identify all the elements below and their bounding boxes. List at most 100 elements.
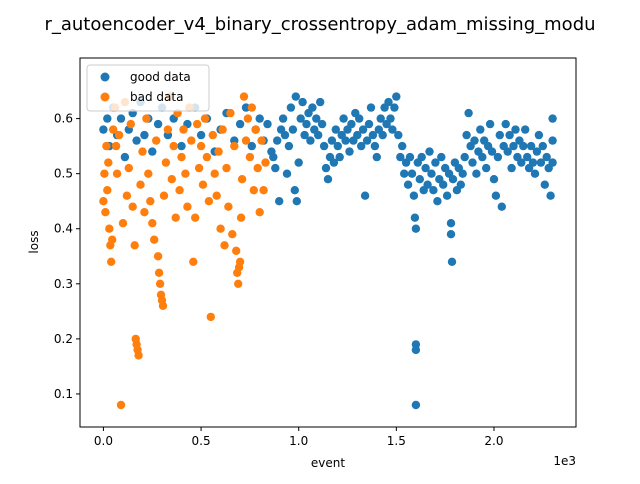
data-point bbox=[339, 114, 348, 123]
data-point bbox=[355, 114, 364, 123]
data-point bbox=[532, 147, 542, 156]
data-point bbox=[528, 158, 538, 167]
data-point bbox=[132, 136, 141, 145]
data-point bbox=[448, 175, 458, 184]
data-point bbox=[103, 186, 112, 195]
data-point bbox=[154, 268, 164, 277]
series-good-data bbox=[99, 92, 557, 410]
data-point bbox=[253, 163, 262, 173]
data-point bbox=[321, 163, 331, 173]
data-point bbox=[269, 152, 278, 162]
data-point bbox=[191, 213, 200, 222]
data-point bbox=[243, 114, 253, 123]
data-point bbox=[446, 219, 456, 228]
data-point bbox=[341, 136, 350, 145]
data-point bbox=[495, 130, 504, 140]
data-point bbox=[411, 224, 421, 233]
data-point bbox=[230, 141, 239, 151]
data-point bbox=[148, 147, 157, 156]
data-point bbox=[294, 158, 303, 167]
data-point bbox=[177, 152, 186, 162]
data-point bbox=[136, 180, 145, 189]
data-point bbox=[370, 141, 380, 151]
data-point bbox=[247, 141, 256, 151]
data-point bbox=[255, 114, 264, 123]
data-point bbox=[366, 103, 376, 112]
data-point bbox=[204, 197, 214, 206]
y-axis-label: loss bbox=[27, 230, 41, 253]
data-point bbox=[280, 130, 290, 140]
data-point bbox=[107, 257, 116, 266]
data-point bbox=[423, 180, 432, 189]
data-point bbox=[124, 163, 133, 173]
data-point bbox=[241, 103, 251, 112]
data-point bbox=[548, 136, 557, 145]
data-point bbox=[396, 152, 405, 162]
data-point bbox=[220, 241, 229, 250]
data-point bbox=[536, 158, 546, 167]
data-point bbox=[216, 224, 225, 233]
data-point bbox=[384, 97, 393, 107]
data-point bbox=[446, 230, 456, 239]
data-point bbox=[319, 141, 329, 151]
data-point bbox=[376, 114, 385, 123]
data-point bbox=[247, 103, 256, 112]
data-point bbox=[288, 125, 298, 134]
data-point bbox=[286, 103, 296, 112]
data-point bbox=[202, 152, 212, 162]
data-point bbox=[509, 141, 518, 151]
data-point bbox=[300, 130, 309, 140]
data-point bbox=[357, 141, 366, 151]
data-point bbox=[511, 125, 520, 134]
data-point bbox=[120, 152, 130, 162]
data-point bbox=[234, 279, 243, 288]
data-point bbox=[405, 152, 415, 162]
data-point bbox=[183, 202, 192, 211]
data-point bbox=[530, 169, 540, 178]
data-point bbox=[468, 158, 477, 167]
data-point bbox=[548, 158, 557, 167]
data-point bbox=[411, 400, 421, 410]
data-point bbox=[155, 279, 165, 288]
data-point bbox=[245, 152, 255, 162]
data-point bbox=[196, 130, 206, 140]
data-point bbox=[214, 147, 223, 156]
data-point bbox=[239, 92, 249, 101]
data-point bbox=[410, 213, 420, 222]
data-point bbox=[142, 114, 151, 123]
data-point bbox=[458, 169, 467, 178]
data-point bbox=[433, 197, 442, 206]
data-point bbox=[282, 169, 292, 178]
data-point bbox=[153, 252, 163, 261]
data-point bbox=[409, 191, 419, 200]
data-point bbox=[292, 197, 301, 206]
data-point bbox=[175, 186, 184, 195]
data-point bbox=[534, 130, 544, 140]
data-point bbox=[378, 130, 387, 140]
data-point bbox=[237, 175, 247, 184]
data-point bbox=[251, 125, 260, 134]
data-point bbox=[411, 345, 421, 355]
data-point bbox=[362, 136, 372, 145]
data-point bbox=[159, 191, 169, 200]
data-point bbox=[275, 197, 284, 206]
y-tick-label: 0.6 bbox=[54, 112, 73, 126]
y-axis: 0.1 0.2 0.3 0.4 0.5 0.6 bbox=[54, 112, 80, 401]
data-point bbox=[398, 141, 407, 151]
data-point bbox=[189, 257, 198, 266]
data-point bbox=[103, 114, 112, 123]
data-point bbox=[517, 158, 526, 167]
data-point bbox=[118, 219, 128, 228]
data-point bbox=[345, 147, 354, 156]
data-point bbox=[407, 169, 417, 178]
data-point bbox=[255, 208, 264, 217]
data-point bbox=[507, 163, 516, 173]
data-point bbox=[134, 351, 143, 360]
data-point bbox=[169, 141, 178, 151]
plot-frame bbox=[79, 57, 577, 428]
data-point bbox=[177, 141, 186, 151]
data-point bbox=[167, 175, 176, 184]
data-point bbox=[224, 202, 233, 211]
data-point bbox=[236, 213, 246, 222]
